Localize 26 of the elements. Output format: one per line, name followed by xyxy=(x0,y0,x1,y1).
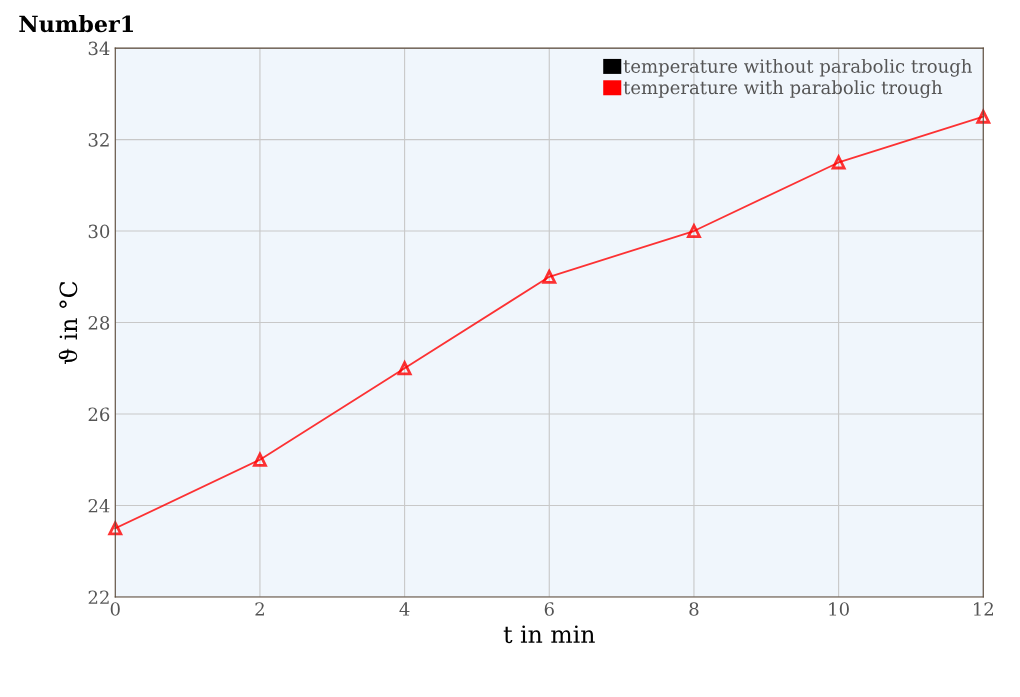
y-tick-label: 30 xyxy=(88,224,110,239)
y-tick-label: 24 xyxy=(88,498,110,513)
point xyxy=(686,224,701,238)
x-tick-label: 12 xyxy=(974,602,993,616)
x-tick-label: 8 xyxy=(689,602,699,616)
x-tick-label: 6 xyxy=(544,602,554,616)
y-tick-label: 34 xyxy=(88,41,110,56)
x-tick-label: 2 xyxy=(255,602,264,616)
chart-title: Number1 xyxy=(19,15,133,33)
y-tick-label: 26 xyxy=(88,407,110,422)
x-axis-title: t in min xyxy=(503,625,595,644)
legend-label: temperature with parabolic trough xyxy=(623,80,943,99)
point xyxy=(542,269,557,284)
x-tick-label: 4 xyxy=(399,602,410,616)
y-tick-label: 22 xyxy=(88,590,109,604)
point xyxy=(397,361,412,376)
point xyxy=(831,155,846,170)
legend-label: temperature without parabolic trough xyxy=(623,58,972,77)
y-axis-title: ϑ in °C xyxy=(58,281,78,364)
x-tick-label: 10 xyxy=(829,602,849,616)
point xyxy=(252,452,267,467)
x-tick-label: 0 xyxy=(110,602,120,616)
y-tick-label: 28 xyxy=(88,316,110,330)
point xyxy=(108,521,123,536)
point xyxy=(976,109,991,124)
y-tick-label: 32 xyxy=(88,133,109,147)
